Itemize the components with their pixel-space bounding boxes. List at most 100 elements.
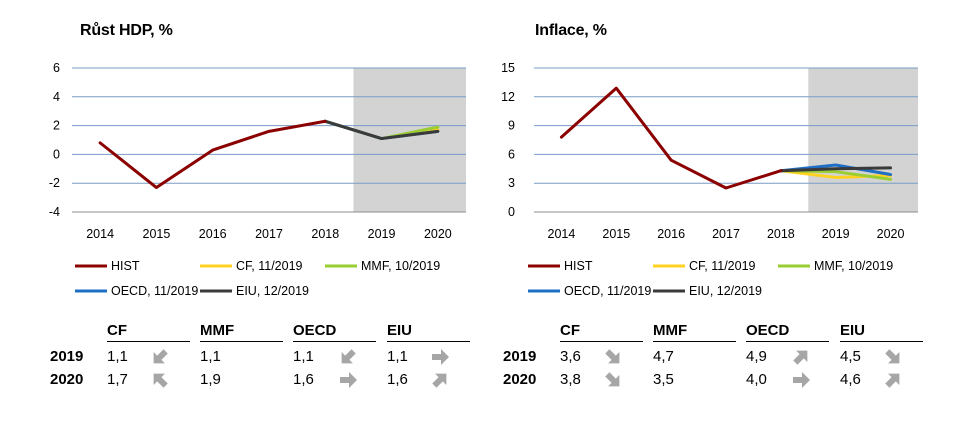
legend-item-hist: HIST [75, 259, 140, 273]
gdp-growth-panel: Růst HDP, % -4 -2 0 2 4 6 2014 2015 2016 2017 2018… [0, 0, 470, 436]
forecast-table-header: OECD [293, 322, 337, 339]
forecast-table-value: 1,6 [387, 371, 408, 388]
legend-item-mmf: MMF, 10/2019 [325, 259, 440, 273]
forecast-table-rule [200, 341, 283, 342]
forecast-table-rule [560, 341, 643, 342]
arrow-right-icon [793, 372, 810, 388]
x-tick-label: 2016 [657, 227, 685, 241]
x-tick-label: 2019 [822, 227, 850, 241]
y-tick-label: 12 [501, 90, 515, 104]
forecast-band [808, 68, 918, 212]
x-tick-label: 2015 [143, 227, 171, 241]
arrow-down-right-icon [605, 349, 620, 364]
forecast-table-value: 1,9 [200, 371, 221, 388]
forecast-table-year: 2019 [50, 348, 84, 365]
arrow-down-left-icon [341, 349, 356, 364]
y-tick-label: -2 [49, 176, 60, 190]
y-tick-label: 15 [501, 61, 515, 75]
forecast-table-rule [840, 341, 923, 342]
arrow-up-right-icon [885, 373, 900, 388]
x-tick-label: 2020 [424, 227, 452, 241]
y-tick-label: 9 [508, 119, 515, 133]
y-tick-label: 6 [53, 61, 60, 75]
series-line-hist [98, 119, 327, 190]
y-tick-label: 3 [508, 176, 515, 190]
x-tick-label: 2018 [767, 227, 795, 241]
legend-label: CF, 11/2019 [689, 259, 756, 273]
forecast-table-rule [653, 341, 736, 342]
y-tick-label: -4 [49, 205, 60, 219]
series-line-hist [559, 86, 783, 190]
legend-label: OECD, 11/2019 [564, 284, 651, 298]
chart-title: Inflace, % [535, 22, 607, 39]
chart-title: Růst HDP, % [80, 22, 173, 39]
legend-item-cf: CF, 11/2019 [653, 259, 756, 273]
forecast-table-value: 1,1 [200, 348, 221, 365]
forecast-table-header: CF [107, 322, 127, 339]
legend-item-oecd: OECD, 11/2019 [75, 284, 198, 298]
forecast-table-value: 3,8 [560, 371, 581, 388]
arrow-down-right-icon [885, 349, 900, 364]
y-tick-label: 6 [508, 147, 515, 161]
x-tick-label: 2019 [368, 227, 396, 241]
forecast-table-header: MMF [200, 322, 235, 339]
x-tick-label: 2014 [548, 227, 576, 241]
forecast-table-rule [387, 341, 470, 342]
arrow-right-icon [432, 349, 449, 365]
forecast-table-value: 1,7 [107, 371, 128, 388]
forecast-table-value: 4,7 [653, 348, 674, 365]
forecast-table-value: 4,9 [746, 348, 767, 365]
forecast-table-year: 2020 [50, 371, 84, 388]
forecast-table-rule [746, 341, 829, 342]
forecast-table-header: EIU [387, 322, 413, 339]
legend-label: CF, 11/2019 [236, 259, 303, 273]
forecast-table-value: 1,6 [293, 371, 314, 388]
forecast-table-header: OECD [746, 322, 790, 339]
y-tick-label: 2 [53, 119, 60, 133]
legend-label: OECD, 11/2019 [111, 284, 198, 298]
arrow-down-right-icon [605, 372, 620, 387]
legend-item-cf: CF, 11/2019 [200, 259, 303, 273]
legend-label: HIST [564, 259, 593, 273]
forecast-table-value: 3,5 [653, 371, 674, 388]
forecast-table-header: MMF [653, 322, 688, 339]
y-tick-label: 0 [53, 147, 60, 161]
forecast-table-value: 4,5 [840, 348, 861, 365]
x-tick-label: 2017 [712, 227, 740, 241]
arrow-down-left-icon [153, 349, 168, 364]
legend-item-eiu: EIU, 12/2019 [200, 284, 309, 298]
forecast-band [353, 68, 466, 212]
series-line-eiu [323, 119, 440, 141]
legend-label: HIST [111, 259, 140, 273]
forecast-table-year: 2019 [503, 348, 537, 365]
forecast-table-rule [107, 341, 190, 342]
x-tick-label: 2015 [602, 227, 630, 241]
legend-item-hist: HIST [528, 259, 593, 273]
forecast-table-value: 3,6 [560, 348, 581, 365]
x-tick-label: 2017 [255, 227, 283, 241]
legend-label: MMF, 10/2019 [814, 259, 893, 273]
legend-item-eiu: EIU, 12/2019 [653, 284, 762, 298]
x-tick-label: 2020 [877, 227, 905, 241]
series-line-eiu [779, 166, 893, 173]
forecast-table-header: CF [560, 322, 580, 339]
gdp-growth-chart: -4 -2 0 2 4 6 2014 2015 2016 2017 2018 2019 2020 HIST… [49, 61, 466, 298]
legend-label: EIU, 12/2019 [236, 284, 309, 298]
inflation-panel: Inflace, % 0 3 6 9 12 15 2014 2015 2016 2017 2018 2… [453, 0, 923, 436]
arrow-up-right-icon [432, 373, 447, 388]
legend-label: MMF, 10/2019 [361, 259, 440, 273]
arrow-up-left-icon [153, 373, 168, 388]
forecast-table-rule [293, 341, 376, 342]
arrow-right-icon [340, 372, 357, 388]
forecast-table-header: EIU [840, 322, 866, 339]
legend-label: EIU, 12/2019 [689, 284, 762, 298]
x-tick-label: 2018 [311, 227, 339, 241]
forecast-table-year: 2020 [503, 371, 537, 388]
y-tick-label: 0 [508, 205, 515, 219]
forecast-table-value: 4,0 [746, 371, 767, 388]
forecast-table-value: 1,1 [293, 348, 314, 365]
forecast-table-value: 1,1 [107, 348, 128, 365]
forecast-table-value: 4,6 [840, 371, 861, 388]
arrow-up-right-icon [793, 350, 808, 365]
legend-item-oecd: OECD, 11/2019 [528, 284, 651, 298]
